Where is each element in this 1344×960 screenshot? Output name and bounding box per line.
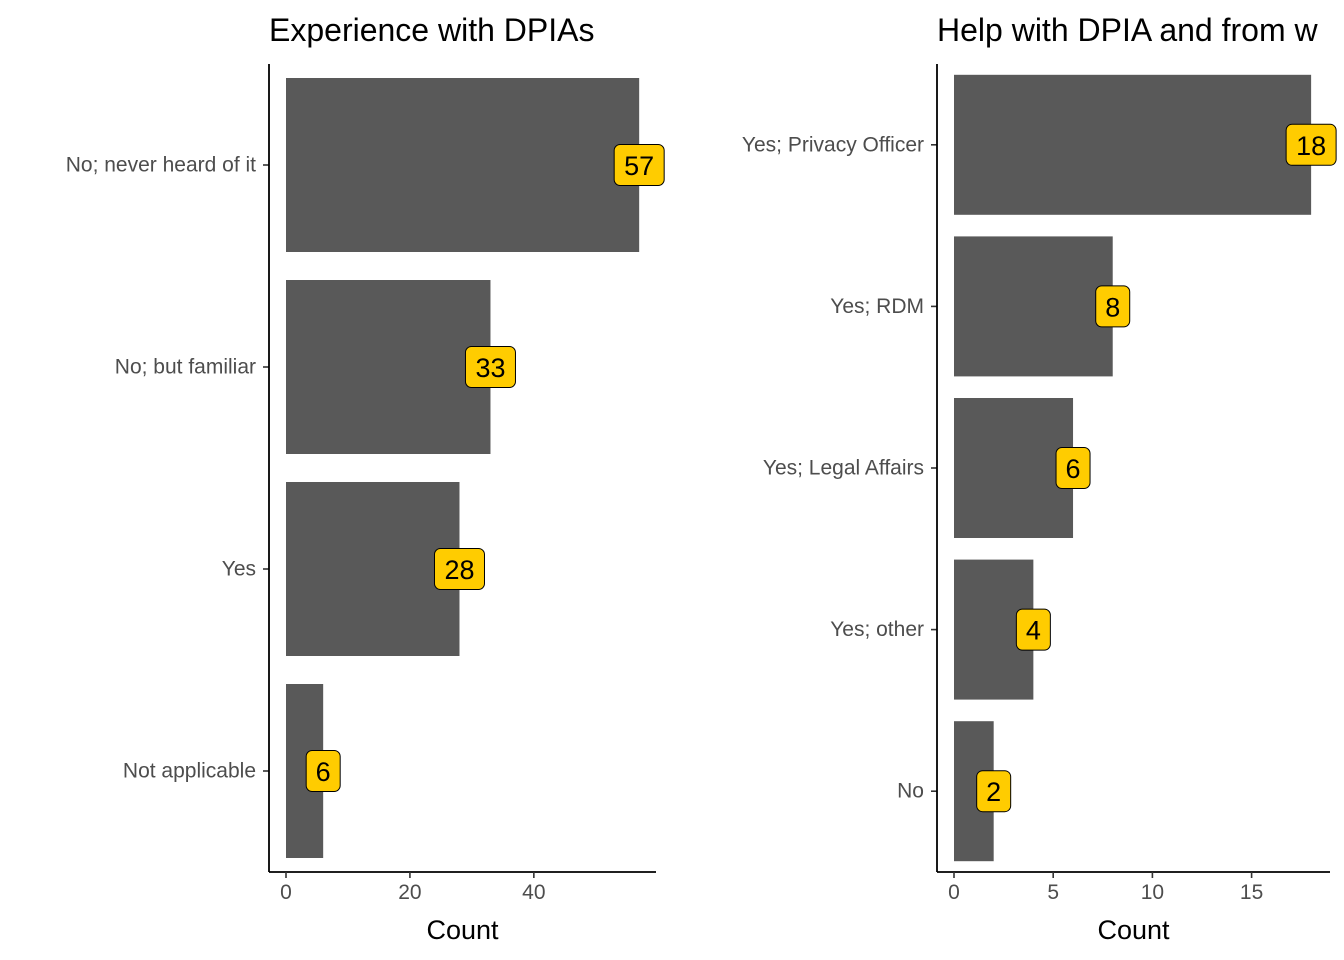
x-tick-label: 15 <box>1240 881 1263 904</box>
category-label: Yes; Legal Affairs <box>763 457 924 480</box>
data-label: 6 <box>316 757 331 787</box>
x-tick-label: 0 <box>948 881 960 904</box>
data-label-box <box>1285 123 1337 166</box>
x-tick-label: 40 <box>522 881 545 904</box>
chart-panel-2: Help with DPIA and from w Yes; Privacy Of… <box>742 12 1337 945</box>
data-label-box <box>613 144 665 186</box>
category-label: No <box>897 780 924 803</box>
data-label: 33 <box>475 353 505 383</box>
bar <box>954 236 1113 377</box>
data-label-box <box>976 770 1012 813</box>
x-tick-label: 5 <box>1047 881 1059 904</box>
x-tick-label: 10 <box>1141 881 1164 904</box>
data-label: 57 <box>624 151 654 181</box>
bar <box>954 74 1312 215</box>
data-label-box <box>464 346 516 388</box>
category-label: Yes; other <box>830 618 924 641</box>
data-label-box <box>1055 447 1091 489</box>
data-label: 28 <box>444 555 474 585</box>
category-label: Not applicable <box>123 760 256 783</box>
category-label: No; never heard of it <box>66 154 256 177</box>
bar <box>286 482 460 656</box>
chart-title: Help with DPIA and from w <box>937 12 1318 48</box>
data-label: 6 <box>1066 454 1081 484</box>
bar <box>954 398 1074 538</box>
x-axis-label: Count <box>1097 915 1170 945</box>
bar <box>286 280 491 454</box>
category-label: Yes <box>222 558 256 581</box>
category-label: Yes; RDM <box>830 295 924 318</box>
data-label: 4 <box>1026 616 1041 646</box>
category-label: Yes; Privacy Officer <box>742 133 924 156</box>
data-label: 8 <box>1105 292 1120 322</box>
data-label-box <box>1095 285 1131 328</box>
data-label-box <box>1015 608 1051 651</box>
x-tick-label: 0 <box>280 881 292 904</box>
bar <box>286 78 640 252</box>
chart-panel-1: Experience with DPIAs No; never heard of … <box>66 12 665 945</box>
x-tick-label: 20 <box>398 881 421 904</box>
chart-title: Experience with DPIAs <box>269 12 594 48</box>
category-label: No; but familiar <box>115 356 256 379</box>
x-axis-label: Count <box>426 915 499 945</box>
data-label-box <box>305 750 341 792</box>
data-label-box <box>433 548 485 590</box>
data-label: 2 <box>986 777 1001 807</box>
data-label: 18 <box>1296 131 1326 161</box>
